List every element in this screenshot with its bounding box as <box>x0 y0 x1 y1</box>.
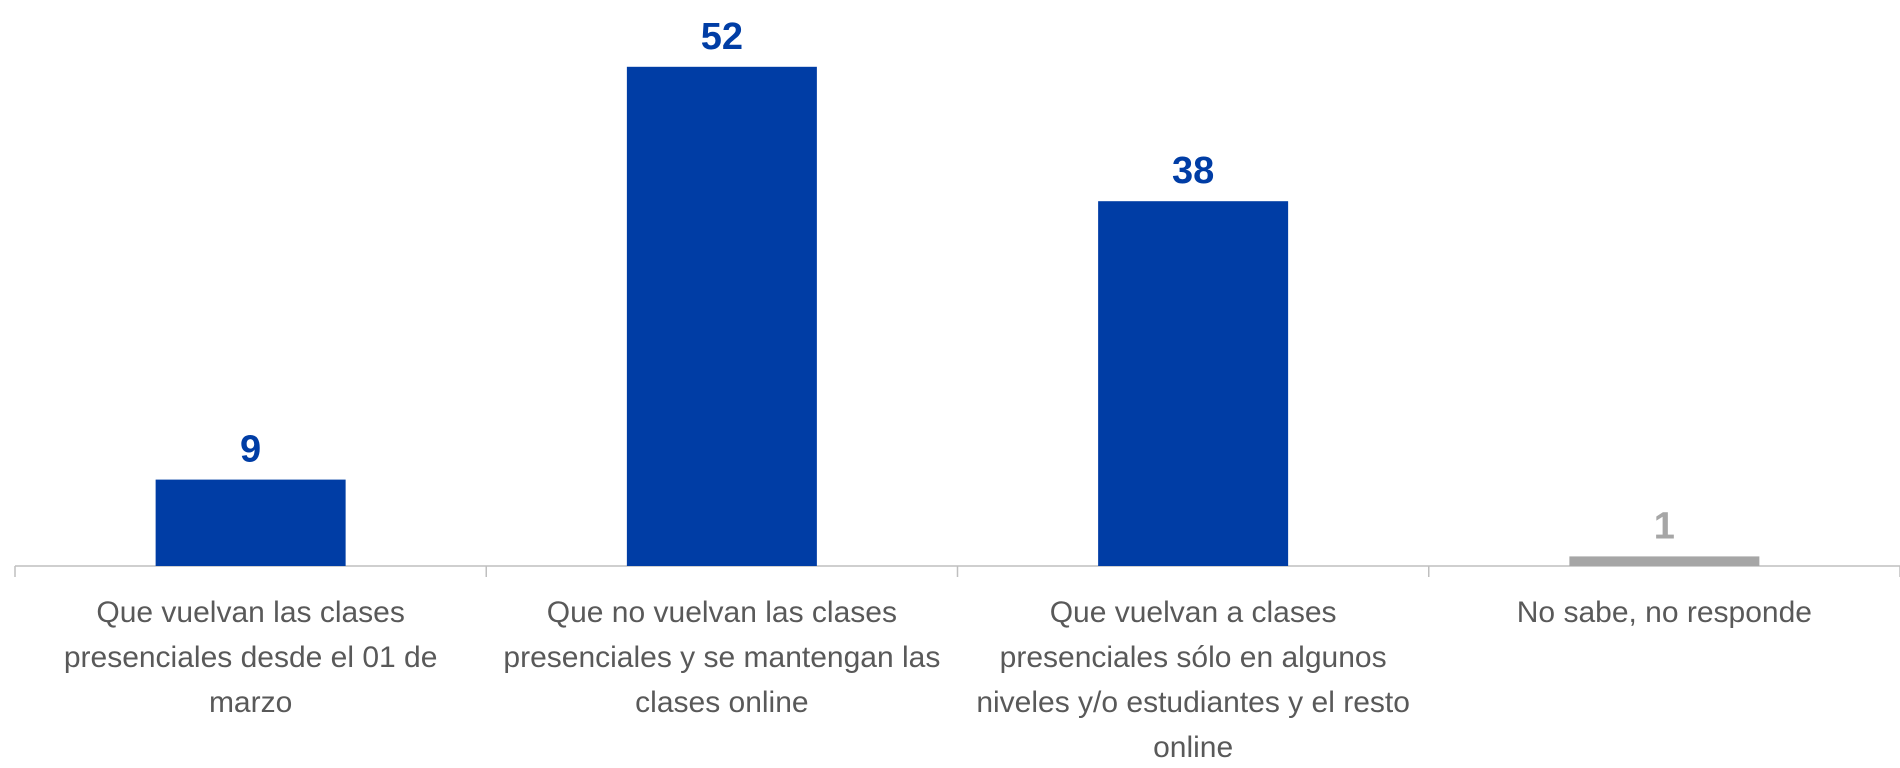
value-label: 1 <box>1654 505 1675 547</box>
x-tick-label: Que vuelvan las clases presenciales desd… <box>63 596 438 719</box>
bar <box>1098 201 1289 566</box>
bar <box>1569 556 1760 566</box>
value-label: 38 <box>1172 150 1214 192</box>
bar <box>155 479 346 566</box>
x-tick-label: Que no vuelvan las clases presenciales y… <box>503 596 941 719</box>
value-label: 52 <box>701 16 743 58</box>
value-label: 9 <box>240 429 261 471</box>
x-tick-label: Que vuelvan a clases presenciales sólo e… <box>976 596 1410 764</box>
bar <box>626 66 817 567</box>
x-tick-label: No sabe, no responde <box>1516 596 1812 629</box>
